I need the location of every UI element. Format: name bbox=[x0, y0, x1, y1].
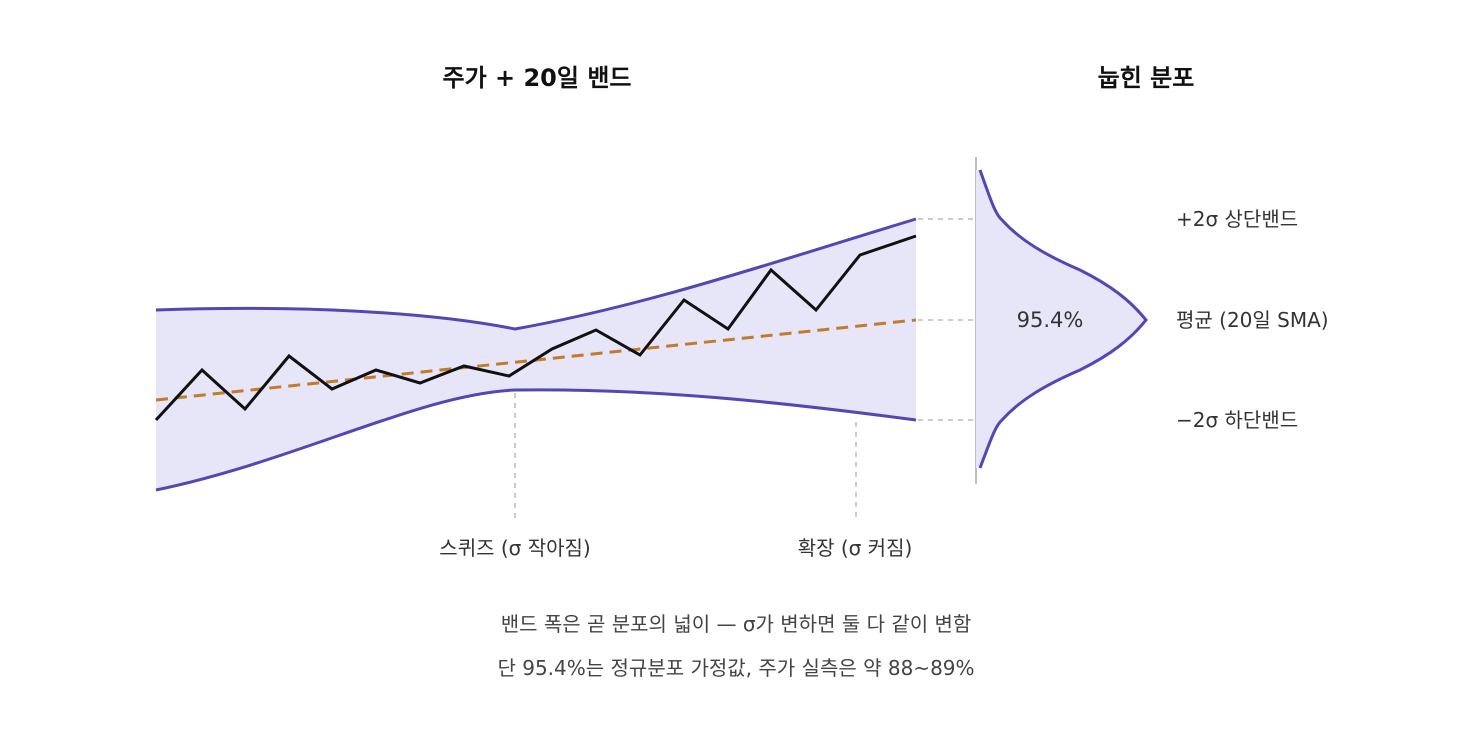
expansion-annotation: 확장 (σ 커짐) bbox=[798, 536, 913, 560]
band-area bbox=[156, 219, 916, 490]
upper-band-label: +2σ 상단밴드 bbox=[1176, 207, 1298, 231]
price-line bbox=[154, 234, 917, 422]
right-panel-title: 눕힌 분포 bbox=[1098, 64, 1195, 92]
squeeze-annotation: 스퀴즈 (σ 작아짐) bbox=[439, 536, 590, 560]
caption-line-2: 단 95.4%는 정규분포 가정값, 주가 실측은 약 88~89% bbox=[497, 656, 974, 680]
caption-line-1: 밴드 폭은 곧 분포의 넓이 — σ가 변하면 둘 다 같이 변함 bbox=[501, 612, 972, 636]
left-panel-title: 주가 + 20일 밴드 bbox=[443, 64, 632, 92]
distribution-percentage: 95.4% bbox=[1017, 308, 1084, 332]
lower-band-label: −2σ 하단밴드 bbox=[1176, 408, 1298, 432]
mean-label: 평균 (20일 SMA) bbox=[1176, 308, 1329, 332]
distribution-fill bbox=[976, 170, 1146, 468]
distribution-curve bbox=[978, 169, 1148, 469]
upper-band-line bbox=[155, 217, 917, 331]
lower-band-line bbox=[155, 388, 917, 492]
